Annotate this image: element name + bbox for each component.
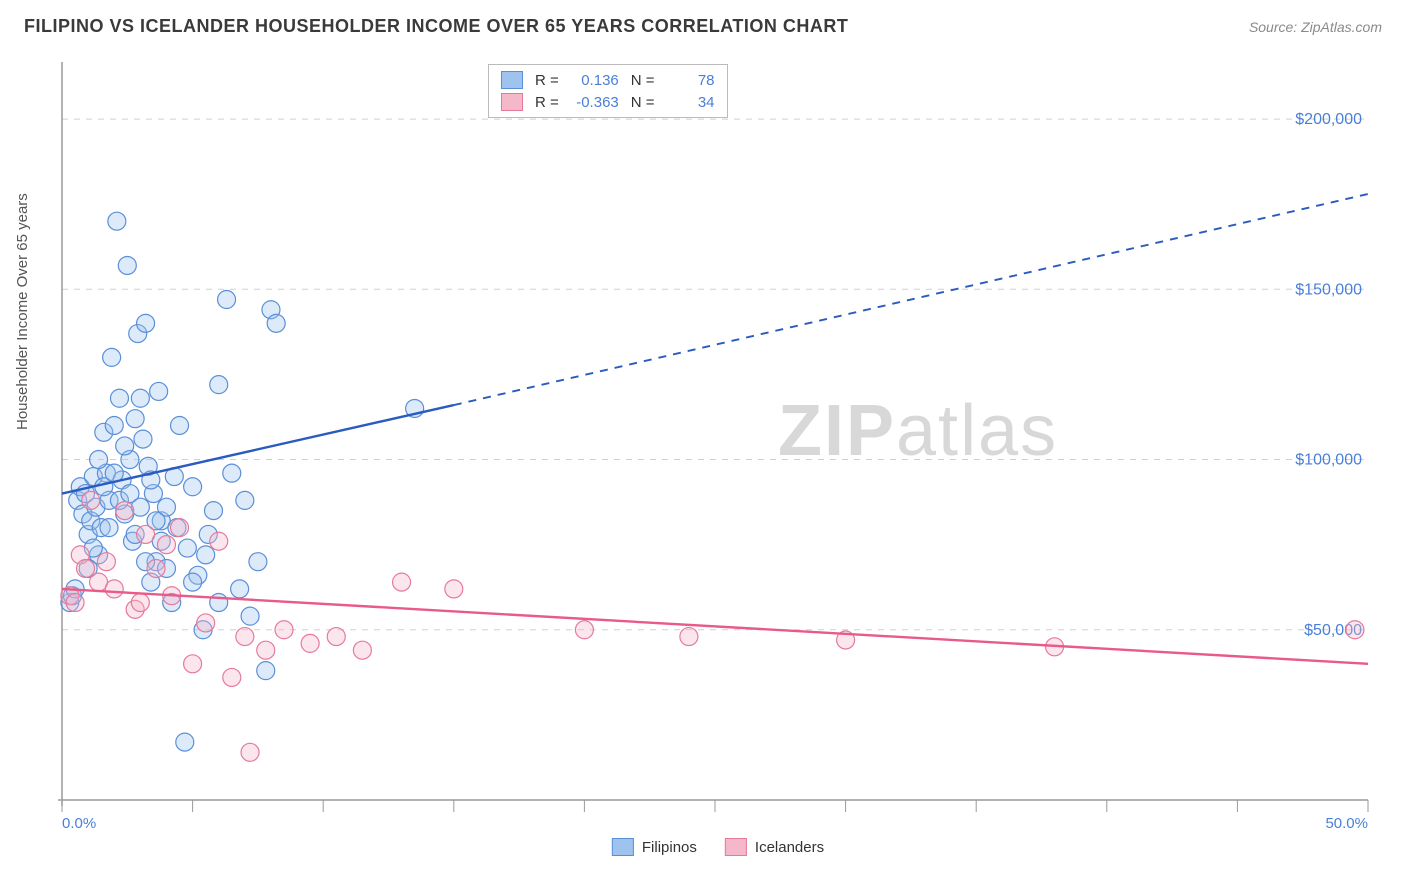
source-name: ZipAtlas.com (1301, 19, 1382, 35)
legend-stats-row: R = -0.363 N = 34 (489, 91, 727, 113)
svg-text:50.0%: 50.0% (1325, 815, 1368, 832)
r-value: 0.136 (567, 72, 619, 89)
svg-text:$100,000: $100,000 (1295, 452, 1362, 469)
chart-title: FILIPINO VS ICELANDER HOUSEHOLDER INCOME… (24, 16, 848, 37)
swatch-icon (501, 93, 523, 111)
n-value: 78 (663, 72, 715, 89)
chart-area: ZIPatlas $50,000$100,000$150,000$200,000… (58, 60, 1378, 830)
bottom-legend: Filipinos Icelanders (612, 838, 824, 856)
source-prefix: Source: (1249, 19, 1301, 35)
legend-label: Icelanders (755, 839, 824, 856)
legend-label: Filipinos (642, 839, 697, 856)
n-label: N = (631, 72, 655, 89)
legend-stats-box: R = 0.136 N = 78 R = -0.363 N = 34 (488, 64, 728, 118)
legend-item: Filipinos (612, 838, 697, 856)
svg-text:0.0%: 0.0% (62, 815, 96, 832)
r-label: R = (535, 72, 559, 89)
r-label: R = (535, 94, 559, 111)
swatch-icon (501, 71, 523, 89)
n-label: N = (631, 94, 655, 111)
n-value: 34 (663, 94, 715, 111)
source-attribution: Source: ZipAtlas.com (1249, 19, 1382, 35)
y-axis-label: Householder Income Over 65 years (14, 193, 31, 430)
title-bar: FILIPINO VS ICELANDER HOUSEHOLDER INCOME… (0, 0, 1406, 49)
svg-text:$150,000: $150,000 (1295, 281, 1362, 298)
legend-item: Icelanders (725, 838, 824, 856)
svg-text:$200,000: $200,000 (1295, 111, 1362, 128)
legend-stats-row: R = 0.136 N = 78 (489, 69, 727, 91)
r-value: -0.363 (567, 94, 619, 111)
swatch-icon (725, 838, 747, 856)
scatter-plot: $50,000$100,000$150,000$200,0000.0%50.0% (58, 60, 1378, 830)
swatch-icon (612, 838, 634, 856)
